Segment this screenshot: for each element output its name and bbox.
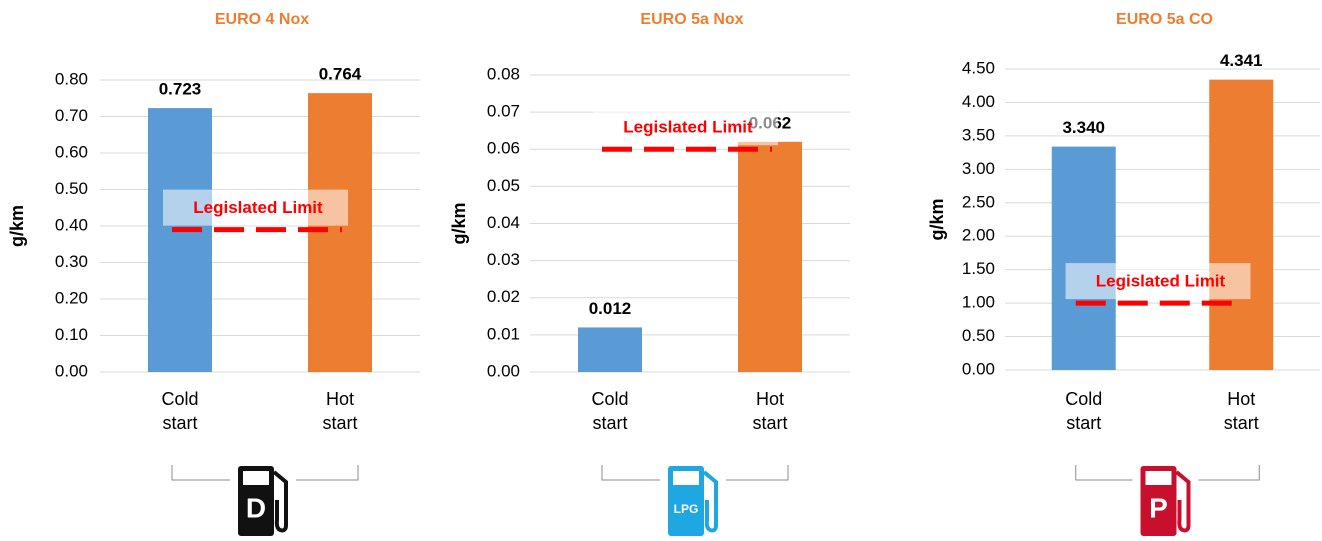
pump-hose <box>272 470 288 533</box>
x-tick-label: Cold start <box>1065 389 1103 433</box>
y-tick-label: 3.00 <box>962 159 995 178</box>
value-label: 0.764 <box>319 65 362 84</box>
value-label: 3.340 <box>1062 118 1105 137</box>
y-tick-label: 0.06 <box>487 139 520 158</box>
value-label: 4.341 <box>1220 51 1263 70</box>
value-label: 0.012 <box>589 299 632 318</box>
y-tick-label: 0.80 <box>55 69 88 88</box>
y-tick-label: 0.00 <box>55 361 88 380</box>
pump-hose <box>702 470 718 533</box>
bar <box>1051 146 1116 370</box>
icon-label: LPG <box>674 502 699 516</box>
pump-hose <box>1175 470 1191 533</box>
x-tick-label: Hot start <box>752 389 788 433</box>
y-tick-label: 0.20 <box>55 288 88 307</box>
x-tick-label: Cold start <box>161 389 199 433</box>
y-tick-label: 1.50 <box>962 259 995 278</box>
y-axis-label: g/km <box>449 202 469 244</box>
y-tick-label: 0.04 <box>487 213 520 232</box>
y-tick-label: 2.50 <box>962 192 995 211</box>
bar <box>578 327 642 372</box>
y-tick-label: 0.30 <box>55 252 88 271</box>
y-tick-label: 0.02 <box>487 287 520 306</box>
y-tick-label: 4.00 <box>962 92 995 111</box>
x-tick-label: Hot start <box>1223 389 1259 433</box>
limit-label: Legislated Limit <box>623 118 753 137</box>
y-tick-label: 4.50 <box>962 58 995 77</box>
y-tick-label: 0.40 <box>55 215 88 234</box>
bar <box>308 93 372 372</box>
icon-label: D <box>246 492 266 523</box>
value-label: 0.723 <box>159 80 202 99</box>
limit-label-box <box>163 189 348 226</box>
pump-window <box>1145 471 1172 485</box>
y-tick-label: 0.05 <box>487 176 520 195</box>
y-tick-label: 0.60 <box>55 142 88 161</box>
limit-label-box <box>1065 263 1251 300</box>
y-tick-label: 0.00 <box>962 359 995 378</box>
y-tick-label: 0.00 <box>487 361 520 380</box>
y-tick-label: 0.50 <box>962 326 995 345</box>
limit-label: Legislated Limit <box>193 198 323 217</box>
y-tick-label: 0.08 <box>487 64 520 83</box>
x-tick-label: Hot start <box>322 389 358 433</box>
pump-window <box>673 471 699 485</box>
bar <box>738 141 802 372</box>
y-tick-label: 1.00 <box>962 293 995 312</box>
y-axis-label: g/km <box>927 198 947 240</box>
chart-title: EURO 5a CO <box>1116 11 1213 28</box>
y-tick-label: 0.70 <box>55 106 88 125</box>
y-tick-label: 3.50 <box>962 125 995 144</box>
y-tick-label: 0.01 <box>487 324 520 343</box>
y-tick-label: 0.03 <box>487 250 520 269</box>
y-axis-label: g/km <box>7 205 27 247</box>
pump-window <box>243 471 269 485</box>
limit-label: Legislated Limit <box>1096 272 1226 291</box>
chart-title: EURO 4 Nox <box>215 11 309 28</box>
limit-label-box <box>593 109 778 146</box>
chart-title: EURO 5a Nox <box>640 11 743 28</box>
y-tick-label: 2.00 <box>962 226 995 245</box>
icon-label: P <box>1149 492 1168 523</box>
bar <box>148 108 212 372</box>
y-tick-label: 0.07 <box>487 102 520 121</box>
y-tick-label: 0.10 <box>55 325 88 344</box>
x-tick-label: Cold start <box>591 389 629 433</box>
bar <box>1209 79 1274 371</box>
y-tick-label: 0.50 <box>55 179 88 198</box>
